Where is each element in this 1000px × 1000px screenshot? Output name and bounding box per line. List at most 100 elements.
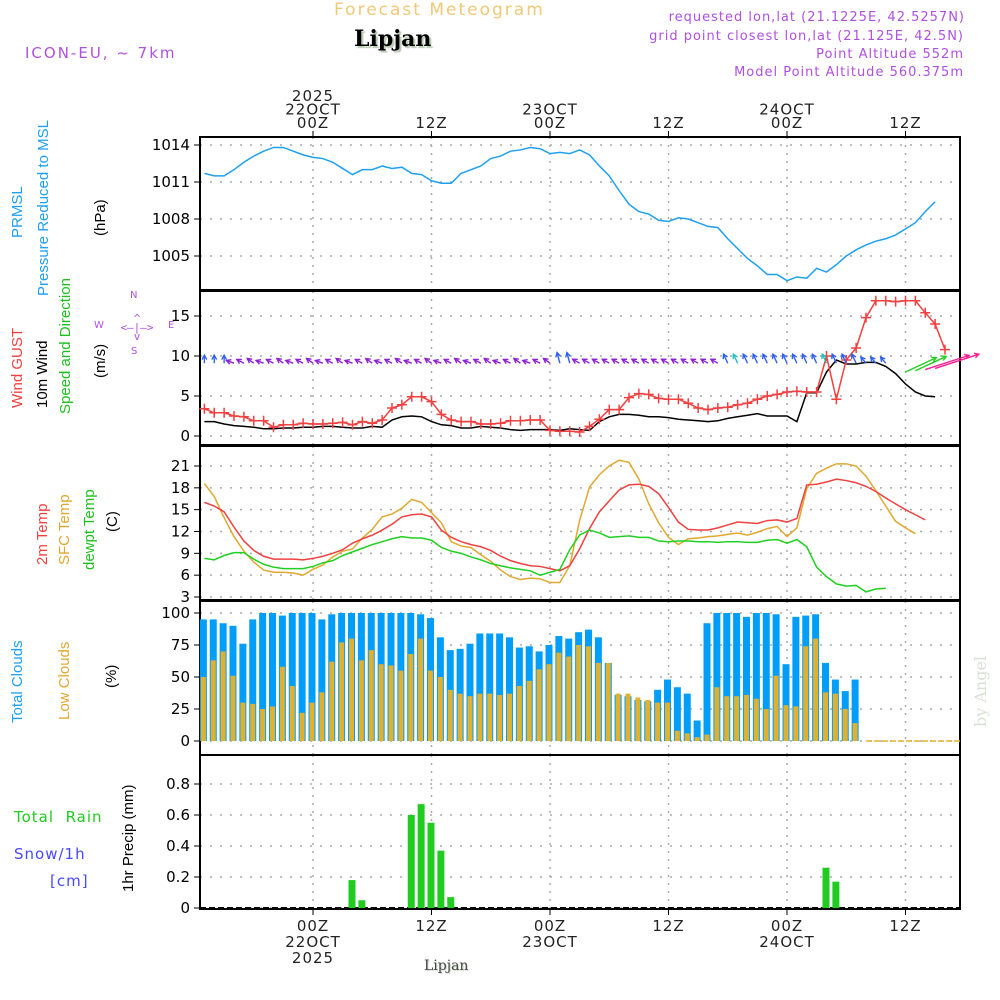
total-cloud-bar xyxy=(288,613,296,741)
low-cloud-bar xyxy=(250,703,256,741)
wind-gust-line-marker xyxy=(288,419,299,430)
total-cloud-bar xyxy=(673,687,681,741)
total-cloud-bar xyxy=(703,623,711,741)
wind-gust-line-marker xyxy=(791,386,802,397)
low-cloud-bar xyxy=(536,669,542,741)
low-cloud-bar xyxy=(220,651,226,741)
y-tick-label: 10 xyxy=(171,347,190,365)
top-axis-label: 00Z xyxy=(297,114,329,132)
low-cloud-bar xyxy=(210,660,216,741)
low-cloud-bar xyxy=(418,638,424,741)
compass-cross-icon: ^ <—|—> v xyxy=(120,312,154,343)
wind-direction-arrowhead xyxy=(442,358,450,365)
wind-direction-arrowhead xyxy=(343,359,351,365)
dewpt-label: dewpt Temp xyxy=(81,489,98,570)
wind-gust-label: Wind GUST xyxy=(9,327,26,408)
top-axis-label: 2025 xyxy=(292,87,334,105)
wind-direction-arrowhead xyxy=(931,356,938,363)
wind-gust-line-marker xyxy=(416,391,427,402)
wind-direction-arrowhead xyxy=(254,359,262,365)
low-cloud-bar xyxy=(655,702,661,741)
wind-gust-line-marker xyxy=(811,387,822,397)
snow-label: Snow/1h xyxy=(14,845,86,863)
wind-direction-arrowhead xyxy=(821,352,827,360)
bottom-axis-label: 2025 xyxy=(292,949,334,967)
wind-direction-arrowhead xyxy=(394,357,401,364)
total-cloud-bar xyxy=(298,613,306,741)
wind-direction-arrowhead xyxy=(284,359,291,365)
wind-gust-line-marker xyxy=(930,319,941,329)
wind-direction-arrowhead xyxy=(591,358,598,364)
rain-bar xyxy=(832,881,840,908)
total-cloud-bar xyxy=(743,616,750,741)
wind-gust-line-marker xyxy=(712,403,723,413)
y-tick-label: 5 xyxy=(180,387,190,405)
wind-direction-arrow xyxy=(566,352,571,364)
low-cloud-bar xyxy=(605,662,611,741)
low-cloud-bar xyxy=(477,693,483,741)
wind-direction-arrowhead xyxy=(650,358,657,364)
wind-direction-arrowhead xyxy=(801,352,807,360)
low-cloud-bar xyxy=(665,702,670,741)
wind-gust-line-marker xyxy=(554,426,565,437)
total-cloud-bar xyxy=(466,643,474,741)
wind-direction-arrowhead xyxy=(265,358,272,365)
wind-direction-arrowhead xyxy=(680,358,687,364)
bottom-axis-label: 24OCT xyxy=(759,933,815,951)
low-cloud-bar xyxy=(615,693,621,741)
wind-gust-line-marker xyxy=(762,391,773,401)
precip-unit: 1hr Precip (mm) xyxy=(120,784,137,892)
bottom-axis-label: 22OCT xyxy=(285,933,341,951)
total-cloud-bar xyxy=(762,613,770,741)
wind-gust-line-marker xyxy=(782,387,792,397)
wind-direction-arrowhead xyxy=(221,353,228,360)
low-cloud-bar xyxy=(783,705,789,741)
wind-speed-line xyxy=(204,359,936,432)
wind-gust-line xyxy=(204,300,946,433)
wind-direction-arrowhead xyxy=(462,359,469,365)
wind-direction-arrowhead xyxy=(225,359,232,365)
wind-gust-line-marker xyxy=(673,394,684,405)
wind-gust-line-marker xyxy=(209,407,220,418)
top-axis-label: 12Z xyxy=(889,114,921,132)
wind-unit: (m/s) xyxy=(92,343,109,378)
y-tick-label: 6 xyxy=(180,566,190,584)
y-tick-label: 21 xyxy=(171,457,190,475)
low-cloud-bar xyxy=(457,693,463,741)
low-cloud-bar xyxy=(339,642,345,741)
wind-direction-arrowhead xyxy=(275,357,282,364)
rain-bar xyxy=(348,880,356,908)
wind-gust-line-marker xyxy=(870,295,881,306)
low-cloud-bar xyxy=(428,670,433,741)
wind-dir-label: Speed and Direction xyxy=(57,278,74,414)
wind-direction-arrowhead xyxy=(512,357,519,364)
wind-direction-arrow xyxy=(801,353,808,364)
y-tick-label: 15 xyxy=(171,501,190,519)
wind-direction-arrowhead xyxy=(850,352,857,360)
snow-unit-label: [cm] xyxy=(50,872,89,890)
low-cloud-bar xyxy=(526,680,532,741)
y-tick-label: 25 xyxy=(171,700,190,718)
wind-direction-arrow xyxy=(732,353,739,364)
wind-gust-line-marker xyxy=(456,416,467,427)
wind-direction-arrow xyxy=(925,354,970,371)
low-cloud-bar xyxy=(378,664,384,741)
wind-direction-arrowhead xyxy=(781,352,788,360)
y-tick-label: 100 xyxy=(161,604,190,622)
wind-gust-line-marker xyxy=(406,391,417,402)
wind-direction-arrowhead xyxy=(742,352,748,360)
wind-gust-line-marker xyxy=(505,415,516,426)
panel-precip: 0 0.2 0.4 0.6 0.8 xyxy=(166,754,961,917)
wind-direction-arrowhead xyxy=(313,359,321,365)
wind-gust-line-marker xyxy=(920,307,931,318)
wind-direction-arrow xyxy=(782,353,788,364)
total-cloud-bar xyxy=(851,679,859,741)
total-cloud-bar xyxy=(249,619,257,741)
wind-direction-arrowhead xyxy=(859,355,866,363)
total-cloud-bar xyxy=(259,613,267,741)
wind-gust-line-marker xyxy=(268,422,279,433)
chart-title: Forecast Meteogram xyxy=(334,0,545,20)
low-cloud-bar xyxy=(408,653,414,741)
low-cloud-bar xyxy=(329,661,335,741)
wind-direction-arrow xyxy=(831,353,838,364)
